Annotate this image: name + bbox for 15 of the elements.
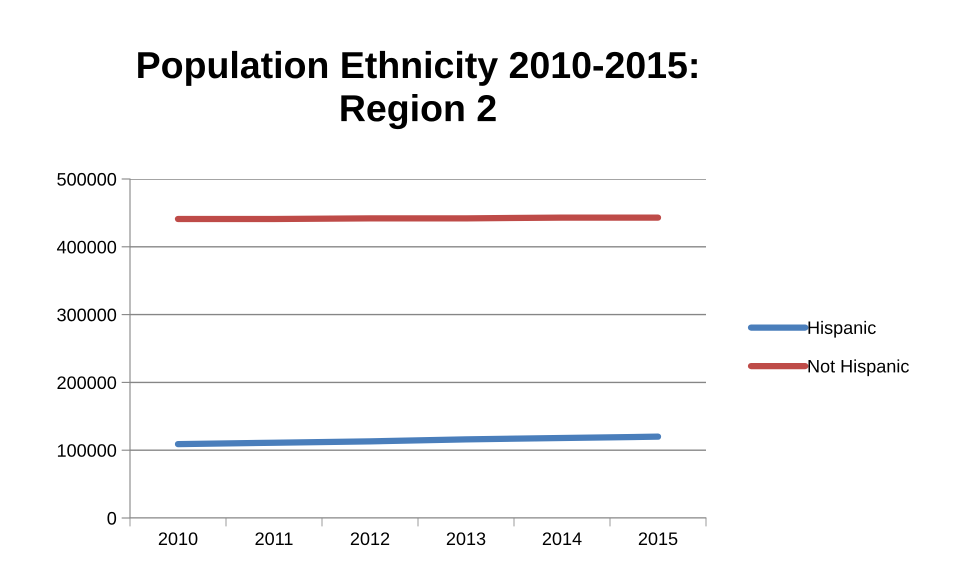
- x-tick-label: 2013: [446, 532, 486, 546]
- y-tick-label: 400000: [56, 240, 116, 254]
- legend-label: Hispanic: [808, 320, 876, 338]
- y-tick-label: 0: [107, 512, 116, 525]
- x-tick-label: 2010: [158, 532, 198, 546]
- y-tick-label: 500000: [57, 172, 116, 186]
- legend-label: Not Hispanic: [808, 359, 909, 376]
- x-tick-label: 2014: [542, 532, 582, 546]
- x-tick-label: 2012: [350, 532, 390, 546]
- chart-title: Population Ethnicity 2010-2015: Region 2: [138, 50, 697, 130]
- y-tick-label: 200000: [57, 376, 116, 390]
- x-tick-label: 2015: [638, 532, 678, 546]
- y-tick-label: 300000: [57, 308, 116, 322]
- x-tick-label: 2011: [255, 532, 293, 546]
- y-tick-label: 100000: [58, 444, 116, 457]
